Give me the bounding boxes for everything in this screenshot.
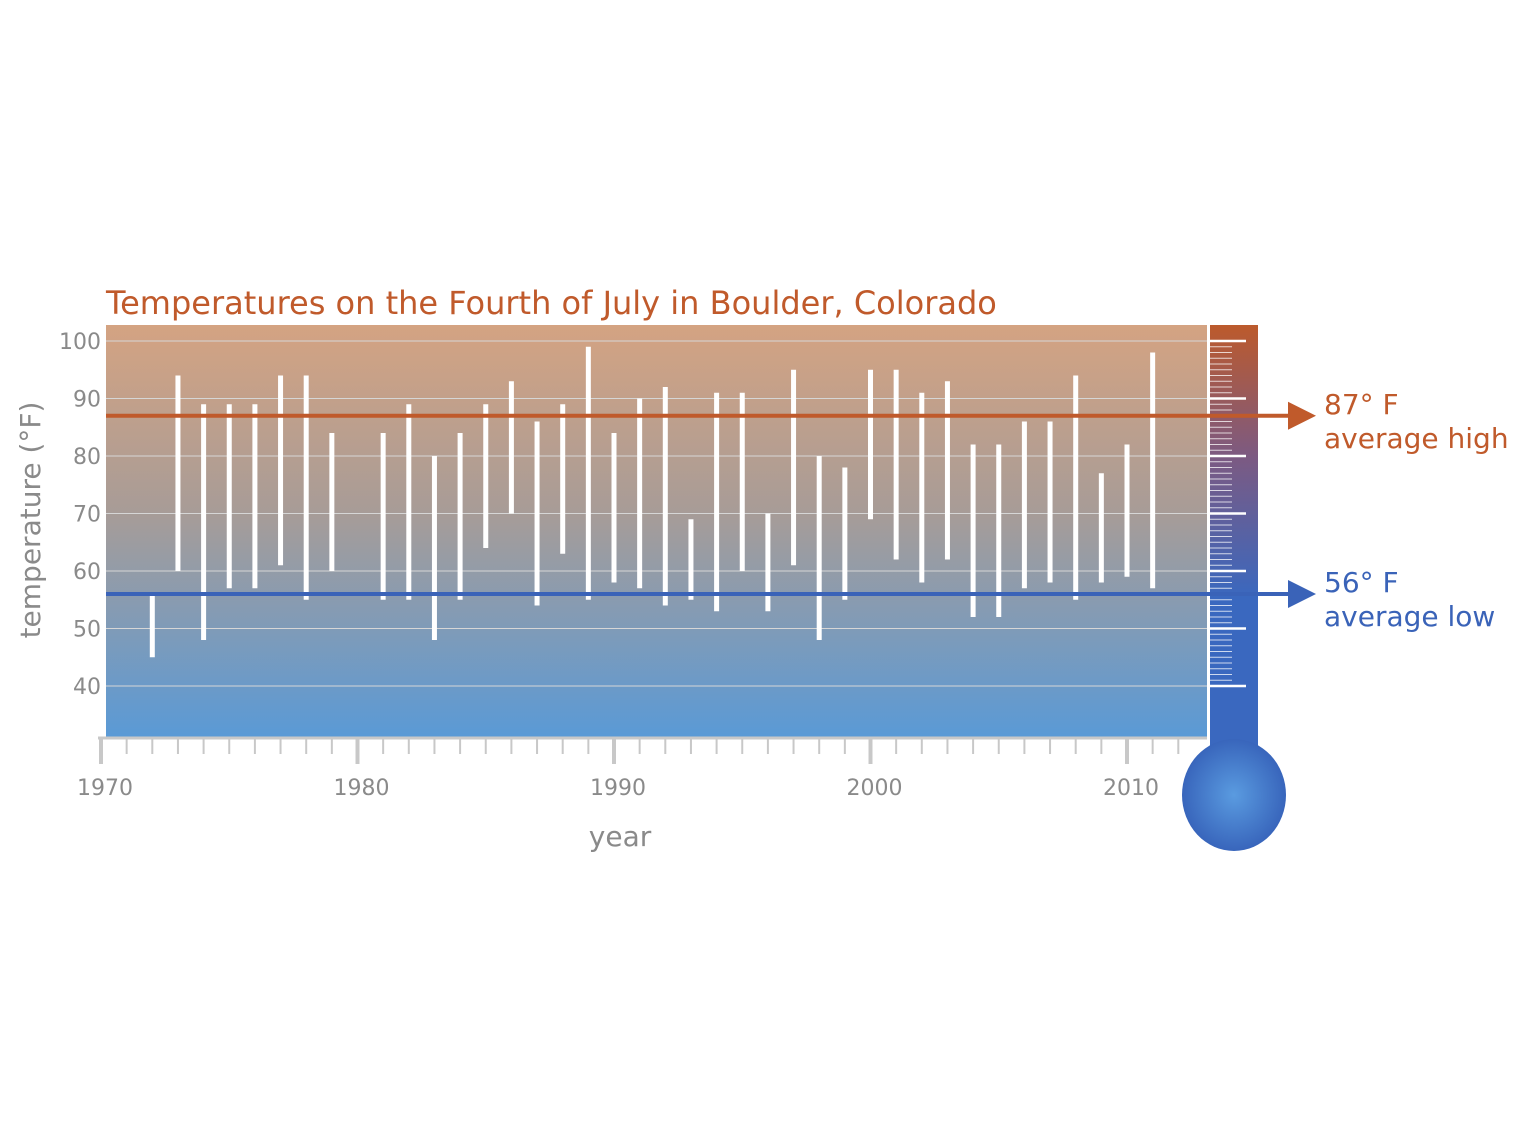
x-tick-label-1980: 1980: [334, 776, 390, 801]
arrow-head-icon: [1288, 401, 1316, 430]
bar-1997: [791, 369, 797, 566]
x-tick-label-2000: 2000: [847, 776, 903, 801]
y-tick-label-70: 70: [73, 503, 101, 528]
thermometer-bulb: [1182, 739, 1286, 851]
bar-2011: [1150, 352, 1156, 589]
bar-1977: [278, 375, 284, 566]
x-axis-ticks: 1970 1980 1990 2000 2010: [77, 738, 1180, 801]
bar-1996: [765, 513, 771, 612]
bar-1990: [611, 433, 617, 583]
bar-1998: [816, 456, 822, 640]
bar-2002: [919, 392, 925, 583]
y-tick-label-50: 50: [73, 618, 101, 643]
thermometer-icon: [1182, 325, 1286, 851]
thermometer-scale: [1210, 339, 1246, 688]
arrow-head-icon: [1288, 580, 1316, 608]
bar-1978: [303, 375, 309, 600]
bar-1972: [149, 594, 155, 658]
bar-1974: [201, 404, 207, 640]
y-tick-label-90: 90: [73, 388, 101, 413]
bar-1975: [226, 404, 232, 589]
bar-1988: [560, 404, 566, 554]
bar-2000: [868, 369, 873, 520]
bar-1999: [842, 467, 848, 600]
bar-1987: [534, 421, 540, 606]
bar-2006: [1021, 421, 1027, 589]
bar-2010: [1124, 444, 1130, 577]
reference-caption-label: average low: [1324, 600, 1495, 633]
bar-1994: [714, 392, 720, 612]
bar-1984: [457, 433, 463, 600]
bar-1983: [431, 456, 437, 640]
x-tick-label-1970: 1970: [77, 776, 133, 801]
bar-2008: [1073, 375, 1079, 600]
bar-2004: [970, 444, 976, 617]
bar-1976: [252, 404, 258, 589]
y-tick-label-100: 100: [59, 330, 101, 355]
bar-1993: [688, 519, 694, 600]
bar-1992: [662, 387, 668, 606]
x-axis-label: year: [589, 820, 652, 853]
y-axis-label: temperature (°F): [14, 402, 47, 639]
plot-area: [106, 325, 1207, 737]
bar-1981: [380, 433, 386, 600]
reference-caption-label: average high: [1324, 422, 1509, 455]
y-tick-label-80: 80: [73, 445, 101, 470]
bar-2005: [996, 444, 1002, 617]
bar-1982: [406, 404, 412, 600]
bar-1995: [739, 392, 745, 571]
bar-2007: [1047, 421, 1053, 583]
bar-2001: [893, 369, 899, 560]
bar-2003: [944, 381, 950, 560]
x-tick-label-1990: 1990: [590, 776, 646, 801]
bar-1979: [329, 433, 335, 571]
bar-2009: [1098, 473, 1104, 583]
y-tick-labels: 40 50 60 70 80 90 100: [59, 330, 101, 700]
reference-value-label: 87° F: [1324, 388, 1399, 421]
y-tick-label-60: 60: [73, 560, 101, 585]
bar-1973: [175, 375, 181, 571]
reference-value-label: 56° F: [1324, 566, 1399, 599]
y-tick-label-40: 40: [73, 675, 101, 700]
chart-title: Temperatures on the Fourth of July in Bo…: [105, 284, 997, 322]
bar-1989: [585, 346, 591, 600]
temperature-range-bars: [149, 346, 1156, 658]
bar-1986: [508, 381, 514, 514]
grid-lines: [106, 340, 1207, 687]
bar-1991: [637, 398, 643, 589]
bar-1985: [483, 404, 489, 548]
thermometer-tube: [1210, 325, 1258, 765]
x-tick-label-2010: 2010: [1103, 776, 1159, 801]
